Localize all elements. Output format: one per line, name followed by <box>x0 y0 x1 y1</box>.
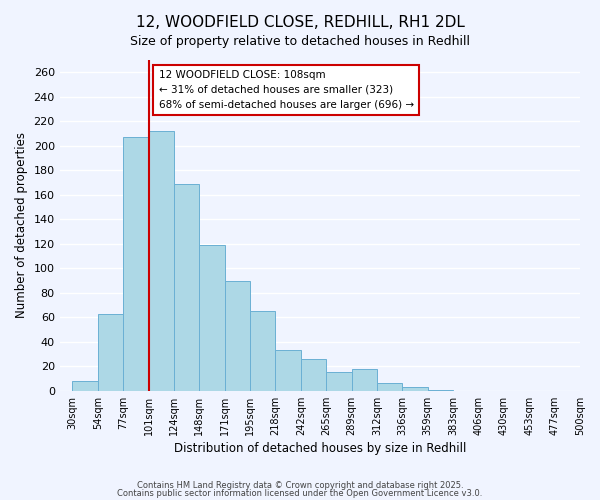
Y-axis label: Number of detached properties: Number of detached properties <box>15 132 28 318</box>
Bar <box>199 245 224 391</box>
Bar <box>301 359 326 391</box>
Bar <box>73 381 98 391</box>
Text: Contains public sector information licensed under the Open Government Licence v3: Contains public sector information licen… <box>118 488 482 498</box>
Bar <box>377 384 403 391</box>
Bar <box>326 372 352 391</box>
Bar <box>352 369 377 391</box>
Bar <box>428 390 453 391</box>
Bar <box>224 280 250 391</box>
Bar <box>149 131 174 391</box>
Text: Size of property relative to detached houses in Redhill: Size of property relative to detached ho… <box>130 35 470 48</box>
Bar <box>250 311 275 391</box>
Text: Contains HM Land Registry data © Crown copyright and database right 2025.: Contains HM Land Registry data © Crown c… <box>137 481 463 490</box>
Bar <box>403 387 428 391</box>
X-axis label: Distribution of detached houses by size in Redhill: Distribution of detached houses by size … <box>173 442 466 455</box>
Bar <box>123 137 149 391</box>
Text: 12 WOODFIELD CLOSE: 108sqm
← 31% of detached houses are smaller (323)
68% of sem: 12 WOODFIELD CLOSE: 108sqm ← 31% of deta… <box>158 70 413 110</box>
Text: 12, WOODFIELD CLOSE, REDHILL, RH1 2DL: 12, WOODFIELD CLOSE, REDHILL, RH1 2DL <box>136 15 464 30</box>
Bar <box>98 314 123 391</box>
Bar <box>174 184 199 391</box>
Bar <box>275 350 301 391</box>
